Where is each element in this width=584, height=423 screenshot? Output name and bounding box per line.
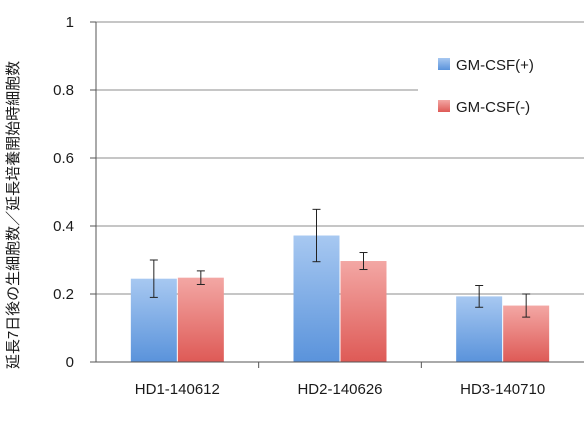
axes: 0 0.2 0.4 0.6 0.8 1 HD1-140612 HD2-140626 HD3-14… <box>53 14 584 398</box>
x-tick-label: HD1-140612 <box>135 381 220 398</box>
y-tick-label: 0 <box>66 354 74 371</box>
y-tick-label: 0.8 <box>53 82 74 99</box>
bar <box>340 261 387 362</box>
legend-swatch <box>438 100 450 112</box>
bar <box>177 277 224 362</box>
y-tick-label: 0.2 <box>53 286 74 303</box>
legend-label: GM-CSF(+) <box>456 57 534 74</box>
legend-label: GM-CSF(-) <box>456 99 530 116</box>
legend-swatch <box>438 58 450 70</box>
bars <box>130 208 550 362</box>
y-tick-label: 0.4 <box>53 218 74 235</box>
x-tick-label: HD3-140710 <box>460 381 545 398</box>
y-axis-label: 延長7日後の生細胞数／延長培養開始時細胞数 <box>5 61 22 369</box>
y-tick-label: 0.6 <box>53 150 74 167</box>
y-tick-label: 1 <box>66 14 74 31</box>
legend: GM-CSF(+) GM-CSF(-) <box>418 44 584 122</box>
x-tick-label: HD2-140626 <box>297 381 382 398</box>
